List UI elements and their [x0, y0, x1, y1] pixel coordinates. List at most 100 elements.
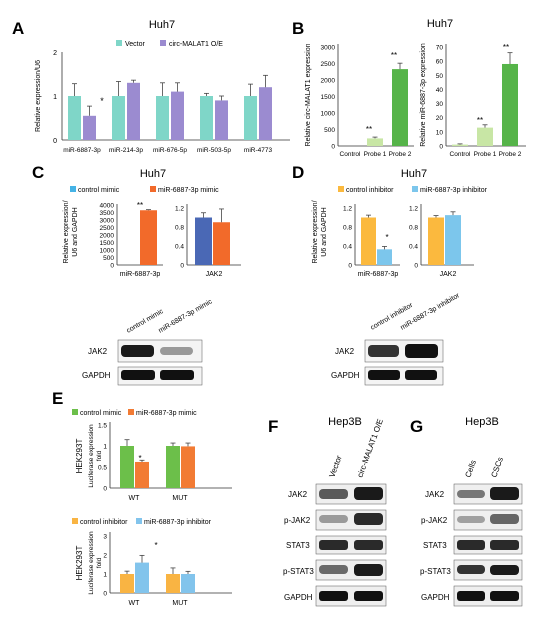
blot-f-row-2: p-JAK2: [284, 516, 311, 525]
ytick-c-left-5: 2500: [100, 225, 115, 232]
ytick-c-right-2: 0.8: [175, 225, 184, 232]
ytick-b-right-6: 60: [436, 59, 444, 66]
blot-c: [117, 339, 203, 386]
blot-g-lane-2: CSCs: [489, 456, 505, 479]
ytick-d-right-2: 0.8: [409, 225, 418, 232]
ytick-c-right-1: 0.4: [175, 244, 184, 251]
ytick-b-right-7: 70: [436, 45, 444, 52]
sig-d: *: [385, 233, 388, 242]
xtick-a-2: miR-676-5p: [153, 147, 187, 154]
ytick-b-left-0: 0: [331, 144, 335, 151]
blot-c-row-gapdh: GAPDH: [82, 371, 111, 380]
sig-e-bottom: *: [154, 541, 157, 550]
legend-swatch-e-control-mimic: [72, 409, 78, 415]
bar-e-top-1-0: [166, 446, 180, 488]
xlabel-d-right: JAK2: [440, 271, 457, 278]
bar-b-left-2: [392, 69, 408, 146]
ytick-c-right-3: 1.2: [175, 206, 184, 213]
blot-c-row-jak2: JAK2: [88, 347, 108, 356]
bar-d-right-1: [445, 215, 461, 265]
bar-a-3-1: [215, 100, 228, 140]
ytick-d-left-1: 0.4: [343, 244, 352, 251]
ytick-a-1: 1: [53, 94, 57, 101]
ytick-b-left-5: 2500: [321, 61, 336, 68]
ytick-b-left-6: 3000: [321, 45, 336, 52]
ytick-c-right-0: 0: [180, 263, 184, 270]
bar-a-1-0: [112, 96, 125, 140]
legend-swatch-control-mimic: [70, 186, 76, 192]
yticks-b-left: 0 500 1000 1500 2000 2500 3000: [321, 45, 336, 151]
sig-e-top: *: [138, 454, 141, 463]
ytick-b-right-3: 30: [436, 101, 444, 108]
legend-label-e-mir-inhibitor: miR-6887-3p inhibitor: [144, 519, 212, 526]
ytick-e-bottom-2: 2: [103, 553, 107, 560]
sig-a: *: [100, 96, 104, 106]
legend-label-vector: Vector: [125, 41, 146, 48]
bar-e-top-1-1: [181, 446, 195, 488]
title-d: Huh7: [401, 168, 427, 180]
bars-d-left: [361, 214, 392, 265]
blot-f-labels: JAK2 p-JAK2 STAT3 p-STAT3 GAPDH: [283, 490, 314, 602]
xtick-b-left-2: Probe 2: [389, 151, 412, 158]
yticks-b-right: 0 10 20 30 40 50 60 70: [436, 45, 444, 151]
legend-e-bottom: control inhibitor miR-6887-3p inhibitor: [72, 518, 212, 526]
panel-letter-g: G: [410, 417, 423, 436]
ylabel-a: Relative expression/U6: [35, 60, 42, 132]
xticks-e-top: WT MUT: [129, 495, 189, 502]
bar-b-right-1: [477, 127, 493, 146]
legend-swatch-e-control-inhibitor: [72, 518, 78, 524]
xtick-a-0: miR-6887-3p: [63, 147, 101, 154]
blot-f-lane-1: Vector: [327, 454, 343, 479]
legend-label-mir-inhibitor: miR-6887-3p inhibitor: [420, 187, 488, 194]
legend-swatch-e-mir-mimic: [128, 409, 134, 415]
legend-label-e-control-mimic: control mimic: [80, 410, 122, 417]
legend-label-e-control-inhibitor: control inhibitor: [80, 519, 128, 526]
panel-letter-b: B: [292, 19, 304, 38]
yticks-e-bottom: 0 1 2 3: [103, 534, 107, 598]
blot-d: [364, 339, 444, 386]
bar-e-bottom-0-1: [135, 562, 149, 593]
xticks-b-left: Control Probe 1 Probe 2: [340, 151, 412, 158]
ytick-e-bottom-0: 0: [103, 591, 107, 598]
blot-f-row-5: GAPDH: [284, 593, 313, 602]
bar-d-left-1: [377, 249, 392, 265]
ytick-b-right-4: 40: [436, 87, 444, 94]
xtick-b-right-0: Control: [450, 151, 472, 158]
xtick-e-top-0: WT: [129, 495, 141, 502]
xtick-a-4: miR-4773: [244, 147, 273, 154]
legend-e-top: control mimic miR-6887-3p mimic: [72, 409, 197, 417]
xtick-b-left-1: Probe 1: [364, 151, 387, 158]
yticks-c-right: 0 0.4 0.8 1.2: [175, 206, 184, 270]
blot-g-row-4: p-STAT3: [420, 567, 451, 576]
bars-b-left: [367, 62, 408, 146]
ytick-d-left-0: 0: [348, 263, 352, 270]
legend-swatch-vector: [116, 40, 122, 46]
ytick-e-top-3: 1.5: [98, 423, 107, 430]
ytick-e-top-1: 0.5: [98, 465, 107, 472]
ylabel-e-bottom-2: fold: [96, 557, 103, 568]
xtick-e-top-1: MUT: [172, 495, 188, 502]
ytick-b-left-2: 1000: [321, 111, 336, 118]
ylabel-d-2: U6 and GAPDH: [321, 207, 328, 256]
xticks-a: miR-6887-3p miR-214-3p miR-676-5p miR-503-5…: [63, 147, 272, 154]
panel-letter-a: A: [12, 19, 24, 38]
xtick-b-left-0: Control: [340, 151, 362, 158]
ytick-b-right-2: 20: [436, 115, 444, 122]
ytick-e-top-2: 1: [103, 444, 107, 451]
ytick-b-left-1: 500: [324, 127, 335, 134]
blot-g-lane-1: Cells: [463, 459, 478, 479]
legend-d: control inhibitor miR-6887-3p inhibitor: [338, 186, 488, 194]
bar-e-top-0-0: [120, 446, 134, 488]
legend-a: Vector circ-MALAT1 O/E: [116, 40, 223, 48]
bar-a-3-0: [200, 96, 213, 140]
bar-e-top-0-1: [135, 461, 149, 488]
title-f: Hep3B: [328, 416, 362, 428]
panel-letter-f: F: [268, 417, 278, 436]
blot-g: [453, 483, 523, 607]
cell-label-e-top: HEK293T: [75, 439, 84, 474]
xtick-a-1: miR-214-3p: [109, 147, 143, 154]
xtick-a-3: miR-503-5p: [197, 147, 231, 154]
ytick-c-left-1: 500: [103, 255, 114, 262]
ytick-d-right-3: 1.2: [409, 206, 418, 213]
